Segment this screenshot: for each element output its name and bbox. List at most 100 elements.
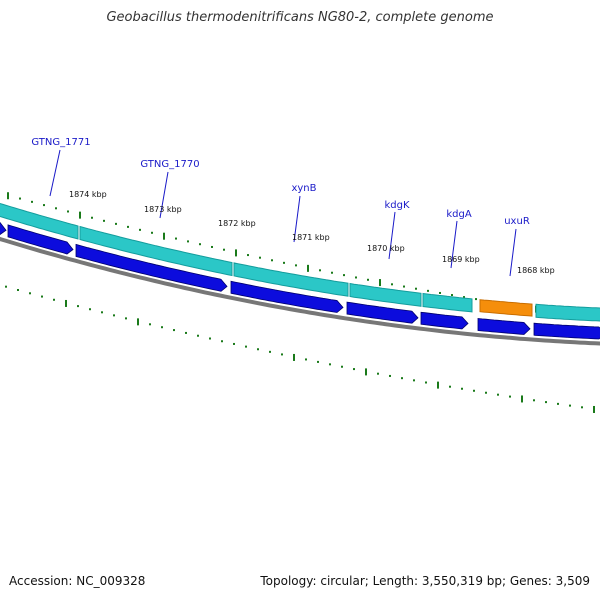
reverse-cds-arrow [0, 222, 7, 235]
gene-label[interactable]: GTNG_1771 [31, 137, 90, 148]
minor-tick [533, 399, 535, 402]
minor-tick [113, 314, 115, 317]
minor-tick [353, 368, 355, 371]
minor-tick [317, 360, 319, 363]
reverse-cds-arrow [346, 301, 419, 324]
reverse-cds-arrow [533, 322, 600, 340]
gene-label[interactable]: uxuR [504, 216, 530, 227]
minor-tick [389, 374, 391, 377]
genome-title: Geobacillus thermodenitrificans NG80-2, … [106, 10, 494, 25]
forward-cds-segment [0, 202, 79, 240]
minor-tick [475, 298, 477, 301]
gene-label-leaders [49, 149, 517, 277]
minor-tick [175, 237, 177, 240]
minor-tick [41, 295, 43, 298]
minor-tick [509, 395, 511, 398]
gene-label[interactable]: xynB [291, 183, 316, 194]
gene-label[interactable]: kdgA [446, 209, 471, 220]
minor-tick [101, 311, 103, 314]
minor-tick [55, 207, 57, 210]
ruler-label: 1873 kbp [144, 205, 182, 214]
gene-leader-line [49, 149, 61, 197]
gene-leader-line [293, 195, 301, 243]
gene-label[interactable]: GTNG_1770 [140, 159, 199, 170]
minor-tick [67, 210, 69, 213]
forward-cds-segment [79, 225, 233, 277]
gene-label[interactable]: kdgK [384, 200, 409, 211]
minor-tick [367, 278, 369, 281]
minor-tick [89, 308, 91, 311]
minor-tick [473, 389, 475, 392]
backbone-arc [0, 236, 600, 346]
minor-tick [127, 225, 129, 228]
gene-labels: GTNG_1771 GTNG_1770 xynB kdgK kdgA uxuR [31, 137, 529, 227]
forward-cds-segment [535, 303, 600, 322]
minor-tick [451, 294, 453, 297]
minor-tick [173, 329, 175, 332]
rna-feature [479, 299, 533, 317]
ruler-label: 1870 kbp [367, 244, 405, 253]
minor-tick [161, 326, 163, 329]
minor-tick [221, 340, 223, 343]
minor-tick [17, 289, 19, 292]
minor-tick [269, 350, 271, 353]
minor-tick [463, 296, 465, 299]
genome-summary-label: Topology: circular; Length: 3,550,319 bp… [260, 574, 590, 588]
minor-tick [401, 377, 403, 380]
minor-tick [29, 292, 31, 295]
minor-tick [199, 243, 201, 246]
backbone-ring [0, 236, 600, 346]
minor-tick [425, 381, 427, 384]
ruler-label: 1871 kbp [292, 233, 330, 242]
minor-tick [151, 231, 153, 234]
minor-tick [77, 305, 79, 308]
gene-leader-line [450, 220, 458, 269]
minor-tick [331, 271, 333, 274]
reverse-cds-arrow [477, 318, 531, 335]
minor-tick [295, 264, 297, 267]
minor-tick [139, 228, 141, 231]
minor-tick [245, 345, 247, 348]
minor-tick [115, 222, 117, 225]
minor-tick [461, 387, 463, 390]
ruler-label: 1874 kbp [69, 190, 107, 199]
forward-cds-segment [349, 282, 422, 307]
minor-tick [247, 254, 249, 257]
minor-tick [43, 204, 45, 207]
minor-tick [209, 337, 211, 340]
gene-leader-line [509, 228, 517, 277]
minor-tick [355, 276, 357, 279]
reverse-cds-arrow [75, 243, 228, 292]
reverse-cds-arrow [230, 280, 344, 313]
minor-tick [581, 406, 583, 409]
minor-tick [53, 298, 55, 301]
minor-tick [569, 404, 571, 407]
minor-tick [257, 348, 259, 351]
ruler-label: 1869 kbp [442, 255, 480, 264]
minor-tick [341, 365, 343, 368]
forward-cds-segment [422, 292, 473, 313]
minor-tick [485, 391, 487, 394]
minor-tick [343, 274, 345, 277]
minor-tick [233, 342, 235, 345]
minor-tick [185, 331, 187, 334]
accession-label: Accession: NC_009328 [9, 574, 146, 588]
minor-tick [377, 372, 379, 375]
minor-tick [329, 363, 331, 366]
minor-tick [319, 269, 321, 272]
minor-tick [259, 256, 261, 259]
minor-tick [125, 317, 127, 320]
minor-tick [211, 245, 213, 248]
reverse-strand-track [0, 222, 600, 340]
inner-tick-ring [5, 285, 595, 413]
minor-tick [271, 259, 273, 262]
minor-tick [439, 291, 441, 294]
minor-tick [415, 287, 417, 290]
minor-tick [19, 197, 21, 200]
ruler-label: 1868 kbp [517, 266, 555, 275]
minor-tick [103, 219, 105, 222]
minor-tick [413, 379, 415, 382]
minor-tick [31, 200, 33, 203]
